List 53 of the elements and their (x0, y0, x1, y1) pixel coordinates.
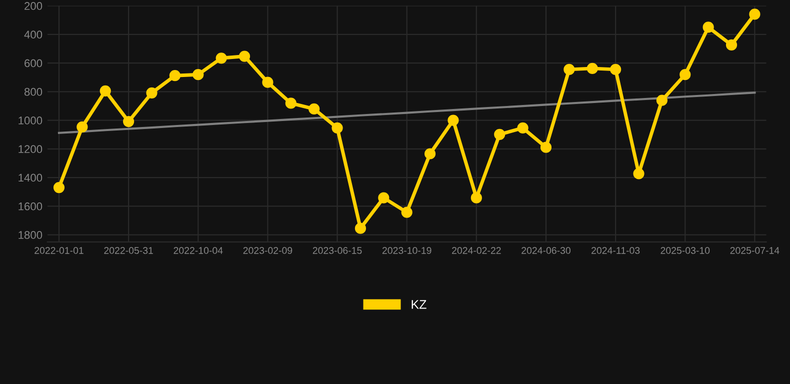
x-tick-label: 2025-07-14 (730, 247, 780, 254)
point (169, 70, 181, 82)
y-tick-label: 1600 (18, 202, 42, 210)
point (749, 8, 760, 20)
x-tick-label: 2025-03-10 (660, 247, 710, 254)
point (726, 39, 738, 51)
point (378, 192, 390, 204)
point (494, 128, 506, 140)
y-tick-label: 600 (24, 59, 42, 68)
x-tick-label: 2024-06-30 (522, 247, 570, 254)
point (448, 114, 459, 126)
point (517, 122, 528, 134)
point (564, 64, 575, 76)
point (262, 76, 274, 88)
line-series (58, 92, 756, 134)
point (123, 116, 134, 128)
y-tick-label: 400 (24, 30, 42, 39)
point (470, 192, 482, 204)
x-tick-label: 2023-10-19 (382, 247, 432, 254)
y-tick-label: 1800 (18, 231, 42, 239)
point (216, 52, 227, 64)
point (633, 168, 644, 180)
point (586, 62, 598, 74)
point (146, 87, 158, 98)
legend-label: KZ (412, 300, 426, 309)
x-tick-label: 2024-02-22 (452, 247, 501, 254)
x-tick-label: 2022-10-04 (174, 247, 223, 254)
point (610, 64, 622, 76)
point (308, 103, 320, 115)
y-tick-label: 1200 (18, 145, 42, 154)
point (680, 69, 691, 80)
point (53, 182, 65, 194)
y-tick-label: 800 (24, 88, 42, 96)
point (424, 148, 436, 160)
point (76, 121, 88, 133)
y-tick-label: 1000 (18, 116, 42, 124)
point (332, 122, 343, 134)
point (401, 206, 412, 218)
point (238, 50, 250, 62)
point (192, 69, 204, 80)
point (540, 142, 552, 153)
point (656, 94, 668, 106)
y-tick-label: 200 (24, 2, 42, 10)
y-tick-label: 1400 (18, 174, 42, 182)
point (285, 98, 296, 109)
point (702, 22, 714, 33)
x-tick-label: 2023-02-09 (243, 247, 292, 254)
x-tick-label: 2022-01-01 (34, 247, 84, 254)
x-tick-label: 2022-05-31 (104, 247, 153, 254)
x-tick-label: 2023-06-15 (312, 247, 362, 254)
point (100, 85, 111, 96)
point (354, 222, 366, 234)
x-tick-label: 2024-11-03 (592, 247, 640, 254)
